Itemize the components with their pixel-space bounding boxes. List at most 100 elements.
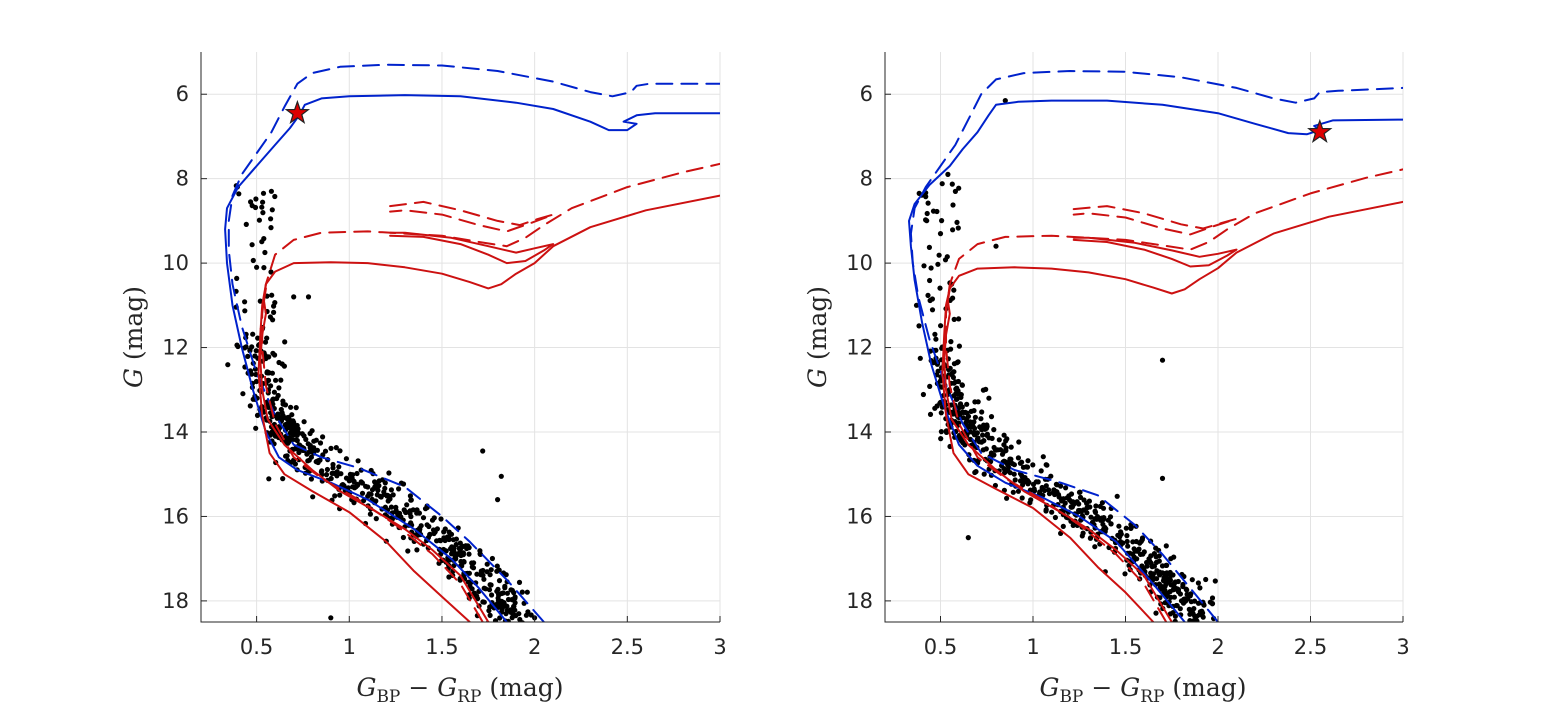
star-point: [955, 359, 961, 365]
star-point: [1108, 521, 1114, 527]
star-point: [332, 493, 338, 499]
star-point: [983, 386, 989, 392]
star-point: [1025, 481, 1031, 487]
x-tick-label: 1: [1026, 635, 1039, 659]
star-point: [284, 453, 290, 459]
star-point: [1159, 357, 1166, 363]
star-point: [1184, 587, 1190, 593]
star-point: [972, 399, 978, 405]
star-point: [1173, 626, 1178, 631]
star-point: [1125, 543, 1131, 549]
isochrone-line: [259, 287, 490, 622]
star-point: [968, 408, 974, 414]
isochrone-line: [261, 162, 720, 622]
star-point: [308, 454, 314, 460]
star-point: [512, 594, 518, 600]
star-point: [1130, 539, 1136, 545]
star-point: [320, 452, 326, 458]
star-point: [1100, 521, 1106, 527]
star-point: [400, 534, 406, 541]
star-point: [924, 218, 930, 224]
star-point: [1128, 525, 1134, 532]
star-point: [1058, 483, 1064, 489]
star-point: [1011, 471, 1017, 477]
star-point: [917, 355, 923, 361]
isochrone-line: [945, 168, 1403, 622]
star-point: [1139, 563, 1145, 569]
isochrone-line: [1072, 205, 1238, 236]
star-point: [328, 475, 334, 482]
y-tick-label: 18: [846, 589, 873, 613]
star-point: [343, 475, 350, 481]
star-point: [336, 464, 342, 470]
star-point: [991, 452, 997, 458]
star-point: [301, 419, 307, 425]
x-tick-label: 2.5: [611, 635, 644, 659]
y-tick-label: 14: [846, 420, 873, 444]
star-point: [1025, 458, 1031, 464]
star-point: [293, 437, 299, 443]
star-point: [1059, 498, 1065, 504]
star-point: [272, 193, 278, 200]
star-point: [438, 516, 444, 522]
star-point: [925, 200, 931, 206]
star-point: [509, 587, 515, 594]
star-point: [225, 362, 231, 368]
star-point: [271, 309, 277, 315]
star-point: [926, 244, 933, 250]
star-point: [322, 448, 329, 454]
star-point: [945, 171, 951, 177]
star-point: [524, 589, 530, 595]
star-point: [354, 470, 360, 477]
star-point: [414, 547, 420, 553]
star-point: [253, 378, 259, 385]
star-point: [963, 420, 969, 426]
star-point: [1170, 587, 1176, 593]
star-point: [954, 219, 960, 225]
star-point: [280, 476, 286, 482]
star-point: [253, 425, 259, 431]
star-point: [502, 583, 508, 589]
star-point: [367, 511, 373, 517]
star-point: [938, 323, 944, 329]
star-point: [365, 484, 371, 490]
star-point: [407, 510, 413, 516]
star-point: [974, 436, 981, 442]
star-point: [497, 615, 503, 621]
star-point: [453, 541, 459, 548]
star-point: [1076, 501, 1082, 507]
star-point: [946, 372, 952, 378]
star-point: [953, 390, 959, 397]
star-point: [427, 531, 433, 538]
star-point: [407, 493, 413, 499]
star-point: [492, 618, 499, 622]
star-point: [314, 447, 320, 453]
star-point: [245, 353, 251, 359]
star-point: [1153, 554, 1159, 560]
y-tick-label: 16: [162, 504, 189, 528]
star-point: [278, 406, 284, 413]
star-point: [281, 363, 287, 369]
star-point: [1001, 432, 1007, 438]
star-point: [513, 629, 518, 634]
star-point: [337, 448, 343, 454]
star-point: [480, 572, 486, 578]
star-point: [929, 307, 936, 313]
star-point: [916, 190, 922, 196]
y-tick-label: 8: [176, 167, 189, 191]
star-point: [967, 419, 973, 425]
isochrone-line: [941, 200, 1403, 622]
star-point: [964, 401, 970, 407]
star-point: [1118, 531, 1124, 537]
star-point: [449, 550, 455, 556]
star-point: [1023, 464, 1029, 470]
star-point: [272, 300, 278, 306]
x-tick-label: 0.5: [240, 635, 273, 659]
star-point: [269, 292, 275, 298]
x-tick-label: 3: [713, 635, 726, 659]
star-point: [920, 391, 927, 398]
star-point: [1207, 599, 1213, 605]
star-point: [484, 561, 490, 567]
star-point: [1159, 570, 1166, 576]
star-point: [414, 510, 420, 516]
